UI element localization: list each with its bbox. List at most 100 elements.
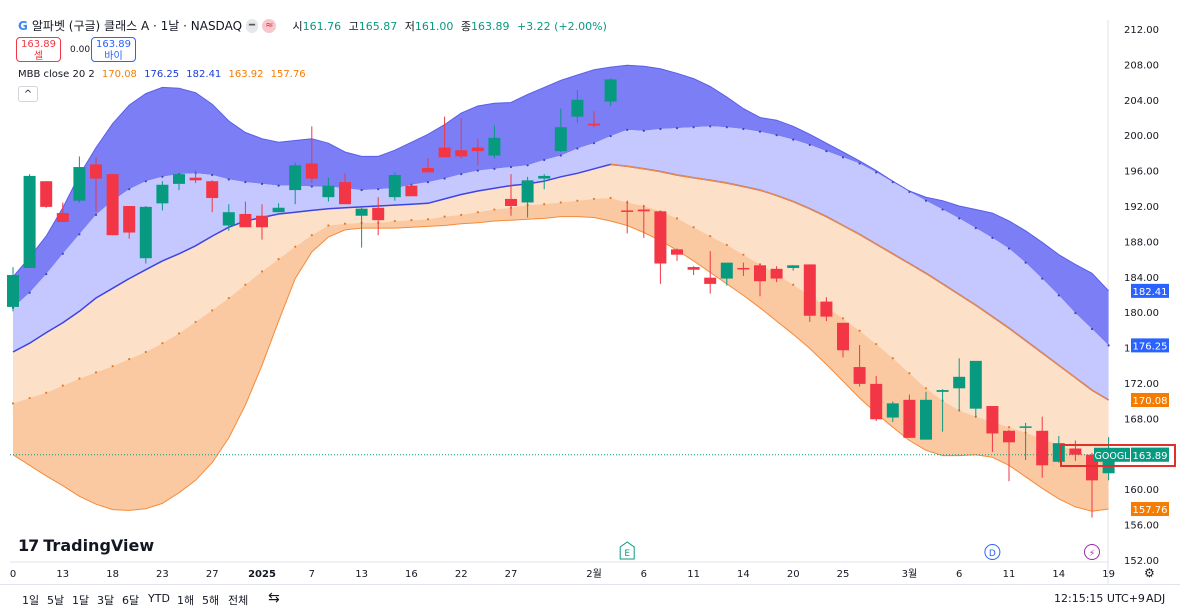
event-marker-label: D xyxy=(989,549,996,559)
lower-mid-dots-dot xyxy=(211,309,214,312)
price-label-box xyxy=(1131,338,1169,353)
candle-body xyxy=(1069,448,1082,455)
range-1y-button[interactable]: 1해 xyxy=(177,594,195,607)
time-tick-label: 11 xyxy=(687,569,700,580)
upper-mid-dots-dot xyxy=(559,154,562,157)
buy-label: 바이 xyxy=(104,51,123,62)
upper-mid-dots-dot xyxy=(227,178,230,181)
range-ytd-button[interactable]: YTD xyxy=(148,592,170,605)
candle-body xyxy=(720,262,733,279)
lower-mid-dots-dot xyxy=(94,371,98,374)
last-price-box xyxy=(1131,447,1169,462)
upper-mid-dots-dot xyxy=(476,169,479,172)
candle-body xyxy=(189,177,202,181)
range-1m-button[interactable]: 1달 xyxy=(72,594,90,607)
candle-body xyxy=(488,137,501,156)
candle-body xyxy=(355,208,368,216)
upper-mid-dots-dot xyxy=(792,138,795,141)
candle-body xyxy=(422,167,434,173)
hide-icon[interactable]: ━ xyxy=(246,18,259,33)
upper-mid-dots-dot xyxy=(28,291,31,294)
time-tick-label: 2월 xyxy=(586,568,602,580)
upper-mid-dots-dot xyxy=(974,227,977,230)
candle-body xyxy=(272,207,285,213)
lower-mid-dots-dot xyxy=(28,396,31,400)
upper-mid-dots-dot xyxy=(825,150,828,153)
collapse-legend-button[interactable]: ^ xyxy=(18,86,38,102)
upper-mid-dots-dot xyxy=(377,188,380,191)
range-all-button[interactable]: 전체 xyxy=(228,594,249,607)
time-tick-label: 19 xyxy=(1102,569,1115,580)
lower-mid-dots-dot xyxy=(227,296,230,300)
candle-body xyxy=(471,147,484,152)
ohlc-values: 시161.76 고165.87 저161.00 종163.89 +3.22 (+… xyxy=(292,18,610,34)
clock-timezone[interactable]: 12:15:15 UTC+9 xyxy=(1054,592,1145,605)
price-tick-label: 156.00 xyxy=(1124,521,1159,532)
candle-body xyxy=(870,383,883,420)
range-3m-button[interactable]: 3달 xyxy=(97,594,115,607)
lower-mid-dots-dot xyxy=(177,332,181,335)
lower-outer-line xyxy=(12,216,1109,512)
candle-body xyxy=(90,164,102,179)
upper-mid-dots-dot xyxy=(709,125,712,128)
upper-mid-dots-dot xyxy=(675,127,679,130)
adjust-button[interactable]: ADJ xyxy=(1146,592,1166,605)
range-5y-button[interactable]: 5해 xyxy=(202,594,220,607)
upper-mid-dots-dot xyxy=(1041,277,1044,280)
price-label-box xyxy=(1131,392,1169,407)
sell-button[interactable]: 163.89 셀 xyxy=(16,37,61,62)
time-tick-label: 25 xyxy=(837,569,850,580)
upper-mid-dots-dot xyxy=(958,217,961,220)
date-range-icon[interactable]: ⇆ xyxy=(268,590,280,606)
upper-outer-line xyxy=(12,64,1109,292)
time-tick-label: 16 xyxy=(405,569,418,580)
lower-mid-dots-dot xyxy=(343,222,347,225)
candle-body xyxy=(837,322,849,351)
upper-mid-dots-dot xyxy=(94,213,98,216)
compare-icon[interactable]: ≈ xyxy=(262,18,277,33)
price-tick-label: 204.00 xyxy=(1124,96,1159,107)
candle-body xyxy=(704,277,717,284)
candle-body xyxy=(156,184,169,204)
price-tick-label: 212.00 xyxy=(1124,25,1159,36)
upper-mid-dots-dot xyxy=(277,184,280,187)
candle-body xyxy=(521,180,534,203)
lower-mid-dots-dot xyxy=(443,215,446,218)
range-1d-button[interactable]: 1일 xyxy=(22,594,40,607)
candle-body xyxy=(388,175,401,198)
lower-mid-dots-dot xyxy=(891,357,894,360)
price-tick-label: 208.00 xyxy=(1124,60,1159,71)
indicator-value-4: 163.92 xyxy=(228,69,264,80)
range-6m-button[interactable]: 6달 xyxy=(122,594,140,607)
google-logo-icon: G xyxy=(18,18,28,33)
time-tick-label: 14 xyxy=(1052,569,1065,580)
candle-body xyxy=(322,185,335,198)
candle-body xyxy=(256,215,268,228)
upper-mid-dots-dot xyxy=(1090,327,1094,331)
candle-body xyxy=(588,123,600,126)
price-label-text: 182.41 xyxy=(1133,287,1168,298)
symbol-title[interactable]: 알파벳 (구글) 클래스 A · 1날 · NASDAQ xyxy=(31,19,243,33)
axis-settings-icon[interactable]: ⚙ xyxy=(1144,566,1155,580)
upper-mid-dots-dot xyxy=(858,162,861,165)
lower-mid-dots-dot xyxy=(1007,426,1011,429)
indicator-legend[interactable]: MBB close 20 2 170.08 176.25 182.41 163.… xyxy=(18,69,306,80)
close-label: 종 xyxy=(460,19,471,33)
candle-body xyxy=(737,267,750,270)
price-tick-label: 184.00 xyxy=(1124,273,1159,284)
upper-mid-dots-dot xyxy=(45,273,48,276)
price-label-text: 176.25 xyxy=(1133,341,1168,352)
high-label: 고 xyxy=(348,19,359,33)
time-tick-label: 0 xyxy=(10,569,16,580)
candle-body xyxy=(538,175,551,179)
range-5d-button[interactable]: 5날 xyxy=(47,594,65,607)
lower-mid-dots-dot xyxy=(294,245,297,248)
time-tick-label: 3월 xyxy=(902,568,918,580)
upper-mid-dots-dot xyxy=(426,181,430,184)
candle-body xyxy=(123,206,136,233)
lower-mid-dots-dot xyxy=(310,234,313,237)
buy-button[interactable]: 163.89 바이 xyxy=(91,37,136,62)
tradingview-logo[interactable]: 17 TradingView xyxy=(18,536,154,555)
